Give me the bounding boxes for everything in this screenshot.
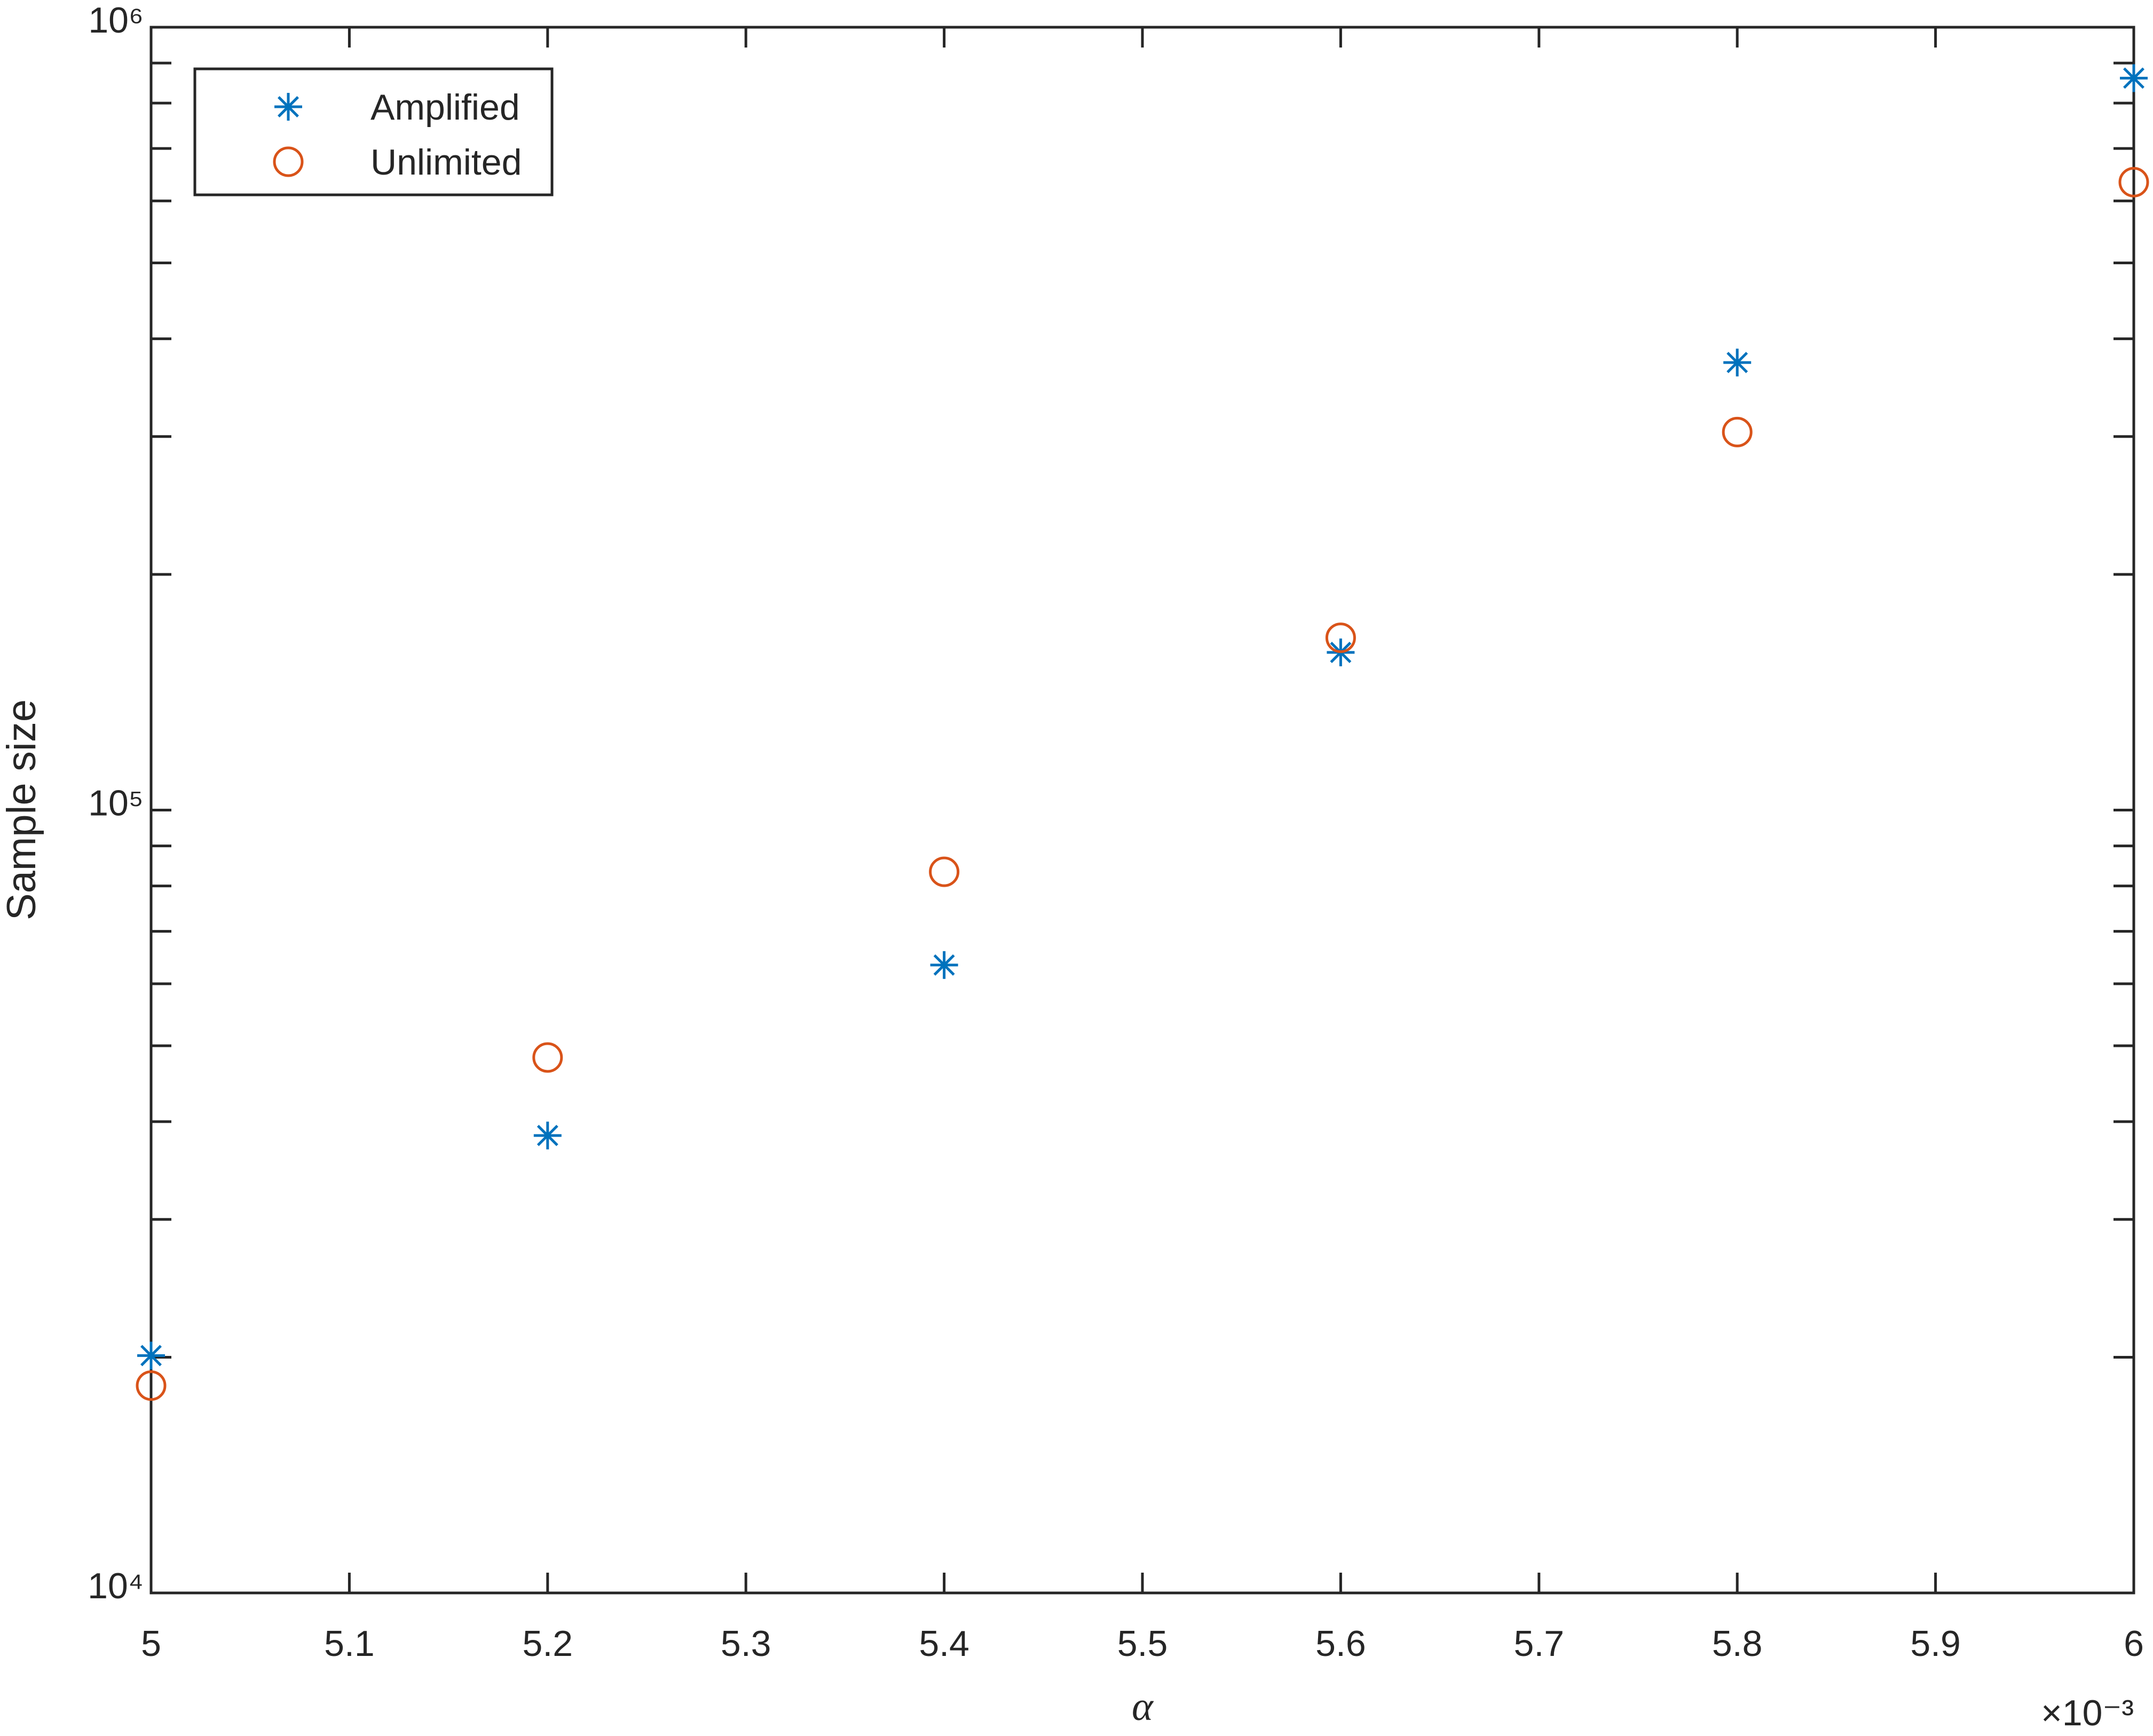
asterisk-stroke bbox=[537, 1125, 558, 1147]
asterisk-stroke bbox=[2123, 67, 2144, 89]
x-tick-label: 5.8 bbox=[1712, 1623, 1763, 1664]
data-point bbox=[929, 856, 960, 887]
data-point bbox=[136, 1370, 167, 1401]
data-point bbox=[2120, 64, 2148, 92]
data-point bbox=[137, 1342, 165, 1370]
x-tick-label: 5.3 bbox=[721, 1623, 771, 1664]
y-tick-label: 10⁵ bbox=[88, 783, 144, 824]
data-point bbox=[532, 1042, 563, 1073]
data-point bbox=[2118, 167, 2149, 198]
x-tick-label: 5.5 bbox=[1117, 1623, 1168, 1664]
x-tick-label: 5.2 bbox=[523, 1623, 573, 1664]
x-tick-label: 5 bbox=[141, 1623, 161, 1664]
legend-label: Unlimited bbox=[370, 142, 522, 183]
legend-label: Amplified bbox=[370, 87, 520, 128]
data-point bbox=[1325, 622, 1356, 653]
x-multiplier: ×10⁻³ bbox=[2041, 1693, 2134, 1733]
x-tick-label: 5.4 bbox=[919, 1623, 969, 1664]
x-tick-label: 5.6 bbox=[1315, 1623, 1366, 1664]
x-axis-label: α bbox=[1132, 1684, 1154, 1729]
y-axis-label: Sample size bbox=[0, 699, 44, 920]
asterisk-stroke bbox=[278, 96, 299, 117]
x-tick-label: 6 bbox=[2124, 1623, 2144, 1664]
legend-marker bbox=[273, 146, 304, 177]
y-tick-label: 10⁴ bbox=[88, 1566, 144, 1606]
asterisk-stroke bbox=[1726, 352, 1748, 374]
data-point bbox=[1723, 349, 1752, 377]
asterisk-stroke bbox=[933, 954, 955, 976]
x-tick-label: 5.1 bbox=[324, 1623, 375, 1664]
y-tick-label: 10⁶ bbox=[88, 0, 144, 41]
plot-frame bbox=[149, 26, 2135, 1595]
legend-box bbox=[193, 67, 554, 196]
data-point bbox=[930, 951, 958, 979]
asterisk-stroke bbox=[140, 1345, 162, 1367]
data-point bbox=[533, 1122, 562, 1150]
legend-marker bbox=[274, 93, 302, 121]
data-point bbox=[1722, 416, 1753, 447]
x-tick-label: 5.9 bbox=[1910, 1623, 1961, 1664]
x-tick-label: 5.7 bbox=[1514, 1623, 1565, 1664]
